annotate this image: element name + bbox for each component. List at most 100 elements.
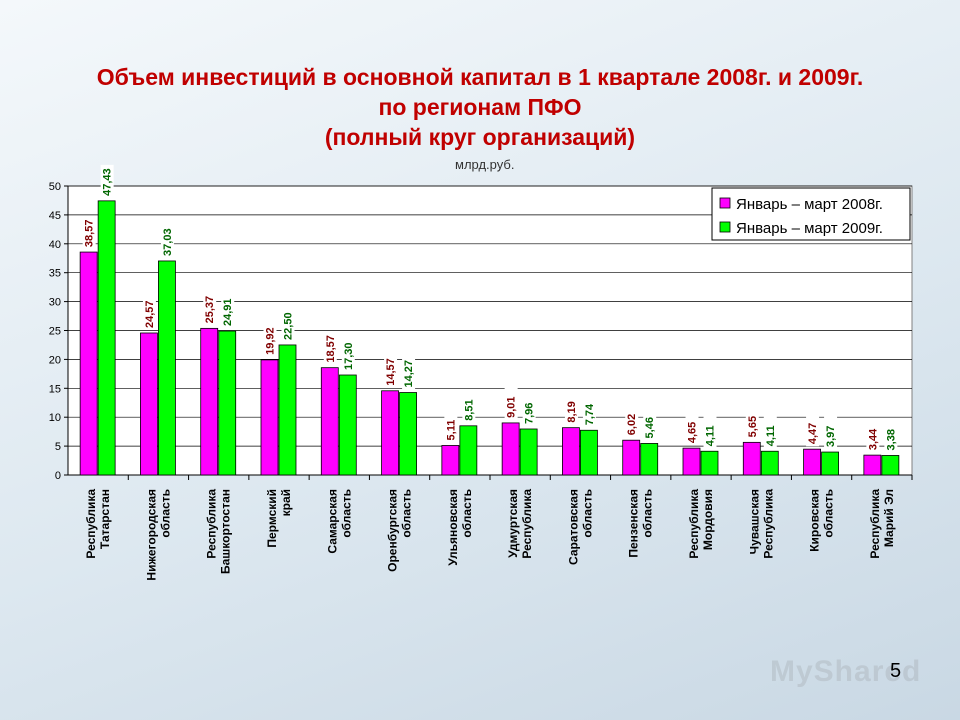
y-tick-label: 30: [49, 297, 61, 309]
data-label-box: [703, 415, 717, 449]
bar-2008: [79, 251, 98, 476]
category-label-line: область: [822, 489, 836, 538]
data-label-text: 8,19: [566, 401, 578, 422]
data-label-2008: 4,47: [806, 413, 820, 447]
data-label-box: [323, 331, 337, 365]
y-tick-label: 50: [49, 181, 61, 193]
data-label-2008: 5,11: [444, 409, 458, 443]
data-label-2009: 7,74: [582, 394, 596, 428]
category-label-line: Пензенская: [627, 489, 641, 558]
data-label-box: [263, 323, 277, 357]
bar-2008: [562, 427, 580, 476]
data-label-box: [142, 296, 156, 330]
data-label-text: 4,11: [705, 425, 717, 446]
data-label-box: [522, 392, 536, 426]
data-label-box: [221, 295, 235, 329]
watermark-logo: MyShared: [770, 655, 922, 688]
y-tick-label: 20: [49, 354, 61, 366]
category-label: Республика Мордовия: [687, 489, 715, 559]
bar-chart: 0 5 10 15 20 25 30 35 40 45 50 38,57 47,43 Республика…: [48, 164, 913, 581]
category-label-line: область: [580, 489, 594, 538]
data-label-text: 19,92: [265, 327, 277, 355]
data-label-text: 4,65: [687, 422, 699, 443]
y-tick-label: 25: [49, 326, 61, 338]
data-label-box: [462, 389, 476, 423]
category-label: Чувашская Республика: [747, 489, 775, 559]
data-label-text: 24,57: [144, 300, 156, 328]
data-label-box: [564, 391, 578, 425]
data-label-2008: 9,01: [504, 386, 518, 420]
data-label-box: [203, 292, 217, 326]
bar-2009: [218, 330, 237, 476]
category-label-line: область: [339, 489, 353, 538]
category-label-line: область: [641, 489, 655, 538]
data-label-text: 3,44: [867, 428, 879, 450]
data-label-2008: 25,37: [203, 292, 217, 326]
data-label-text: 4,47: [807, 423, 819, 444]
data-label-2009: 3,97: [824, 416, 838, 450]
data-label-box: [100, 164, 114, 198]
data-label-box: [824, 416, 838, 450]
category-label-line: область: [400, 489, 414, 538]
category-label-line: Башкортостан: [219, 489, 233, 574]
data-label-box: [384, 354, 398, 388]
data-label-text: 38,57: [84, 220, 96, 248]
data-label-2008: 4,65: [685, 412, 699, 446]
category-label: Удмуртская Республика: [506, 489, 534, 559]
data-label-2009: 8,51: [462, 389, 476, 423]
category-label-line: Мордовия: [701, 489, 715, 550]
bar-2009: [580, 429, 598, 476]
data-label-box: [582, 394, 596, 428]
category-label-line: Удмуртская: [506, 489, 520, 558]
title-line-1: Объем инвестиций в основной капитал в 1 …: [96, 64, 864, 90]
data-label-2009: 22,50: [281, 308, 295, 342]
data-label-2008: 18,57: [323, 331, 337, 365]
category-label-line: Чувашская: [747, 489, 761, 554]
title-line-2: по регионам ПФО: [378, 94, 582, 120]
category-label: Республика Татарстан: [84, 489, 112, 559]
category-label-line: Ульяновская: [446, 489, 460, 566]
legend-label: Январь – март 2009г.: [736, 220, 883, 237]
category-label-line: Кировская: [808, 489, 822, 552]
bar-2009: [97, 200, 116, 476]
data-label-text: 6,02: [626, 414, 638, 435]
bar-2009: [399, 392, 417, 476]
data-label-text: 8,51: [463, 399, 475, 420]
bar-2008: [381, 390, 399, 476]
y-tick-label: 35: [49, 268, 61, 280]
unit-label: млрд.руб.: [455, 157, 515, 172]
data-label-2009: 17,30: [341, 339, 355, 373]
y-tick-label: 40: [49, 239, 61, 251]
data-label-text: 4,11: [765, 425, 777, 446]
y-tick-label: 45: [49, 210, 61, 222]
category-label-line: Татарстан: [98, 489, 112, 549]
y-tick-label: 10: [49, 412, 61, 424]
category-label-line: Республика: [868, 489, 882, 559]
data-label-text: 7,74: [584, 403, 596, 425]
bar-2008: [441, 445, 460, 476]
data-label-2008: 38,57: [82, 216, 96, 250]
bar-2008: [140, 332, 158, 476]
data-label-text: 18,57: [325, 335, 337, 363]
data-label-box: [402, 356, 416, 390]
data-label-2008: 6,02: [625, 404, 639, 438]
data-label-2008: 19,92: [263, 323, 277, 357]
y-tick-label: 5: [55, 441, 61, 453]
category-label: Пензенская область: [627, 489, 655, 558]
category-label: Саратовская область: [566, 489, 594, 565]
bar-2008: [200, 327, 219, 476]
data-label-box: [745, 406, 759, 440]
data-label-text: 25,37: [204, 296, 216, 324]
category-label: Оренбургская область: [386, 489, 414, 572]
data-label-text: 37,03: [162, 228, 174, 256]
data-label-box: [884, 419, 898, 453]
data-label-text: 3,38: [885, 429, 897, 450]
bar-2009: [700, 450, 719, 476]
category-label-line: Нижегородская: [144, 489, 158, 581]
data-label-2009: 24,91: [221, 295, 235, 329]
y-tick-label: 0: [55, 470, 61, 482]
data-label-box: [341, 339, 355, 373]
category-label: Нижегородская область: [144, 489, 172, 581]
data-label-box: [806, 413, 820, 447]
data-label-2009: 3,38: [884, 419, 898, 453]
